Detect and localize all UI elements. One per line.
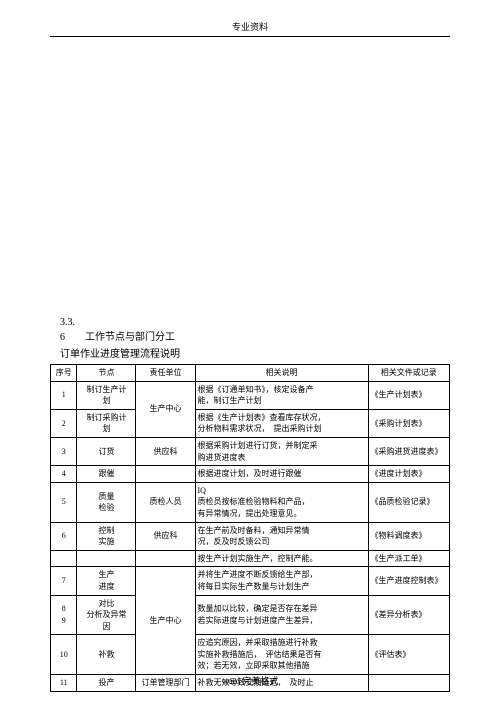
cell: 《评估表》 — [368, 635, 449, 675]
cell: 制订采购计划 — [77, 409, 136, 437]
table-row: 10补救 应追究原因，并采取措施进行补救实施补救措施后， 评估结果是否有效；若无效… — [51, 635, 450, 675]
cell: 6 — [51, 522, 77, 550]
cell: 《品质检验记录》 — [368, 482, 449, 522]
col-node: 节点 — [77, 365, 136, 382]
cell: 《物料调度表》 — [368, 522, 449, 550]
cell: 《生产计划表》 — [368, 381, 449, 409]
col-desc: 相关说明 — [195, 365, 368, 382]
cell: 并将生产进度不断反馈给生产部，将每日实际生产数量与计划生产 — [195, 567, 368, 595]
cell: 《差异分析表》 — [368, 595, 449, 635]
page-header: 专业资料 — [50, 20, 450, 37]
table-row: 5质量检验质检人员IQ质检员按标准检验物料和产品，有异常情况，提出处理意见。《品… — [51, 482, 450, 522]
cell: 《采购计划表》 — [368, 409, 449, 437]
table-row: 2制订采购计划 根据《生产计划表》查看库存状况，分析物料需求状况， 提出采购计划《… — [51, 409, 450, 437]
cell: 生产进度 — [77, 567, 136, 595]
cell: 应追究原因，并采取措施进行补救实施补救措施后， 评估结果是否有效；若无效，立即采… — [195, 635, 368, 675]
table-header-row: 序号 节点 责任单位 相关说明 相关文件或记录 — [51, 365, 450, 382]
cell: 3 — [51, 437, 77, 465]
cell: 补救 — [77, 635, 136, 675]
cell: 根据采购计划进行订货，并制定采购进货进度表 — [195, 437, 368, 465]
section-number-title: 6 工作节点与部门分工 — [60, 328, 450, 343]
workflow-table: 序号 节点 责任单位 相关说明 相关文件或记录 1制订生产计划生产中心根据《订通… — [50, 364, 450, 692]
cell — [51, 550, 77, 567]
cell: 10 — [51, 635, 77, 675]
table-row: 4跟催 根据进度计划，及时进行跟催《进度计划表》 — [51, 466, 450, 483]
cell: 根据《生产计划表》查看库存状况，分析物料需求状况， 提出采购计划 — [195, 409, 368, 437]
cell: 根据进度计划，及时进行跟催 — [195, 466, 368, 483]
cell: 1 — [51, 381, 77, 409]
section-subtitle: 订单作业进度管理流程说明 — [60, 345, 450, 360]
cell: 《生产进度控制表》 — [368, 567, 449, 595]
col-seq: 序号 — [51, 365, 77, 382]
cell: 4 — [51, 466, 77, 483]
cell: 数量加以比较，确定是否存在差异若实际进度与计划进度产生差异， — [195, 595, 368, 635]
table-row: 6控制实施供应科在生产前及时备料，通知异常情况，反及时反馈公司《物料调度表》 — [51, 522, 450, 550]
cell: 7 — [51, 567, 77, 595]
col-dept: 责任单位 — [136, 365, 195, 382]
section-number-line1: 3.3. — [60, 317, 450, 328]
cell — [136, 550, 195, 567]
cell: 根据《订通单知书》，核定设备产能，制订生产计划 — [195, 381, 368, 409]
table-row: 7生产进度生产中心并将生产进度不断反馈给生产部，将每日实际生产数量与计划生产《生… — [51, 567, 450, 595]
cell: 按生产计划实施生产，控制产能。 — [195, 550, 368, 567]
page-footer: word 完美格式 — [0, 674, 500, 687]
cell: 供应科 — [136, 522, 195, 550]
cell: 《进度计划表》 — [368, 466, 449, 483]
cell: 对比分析及异常因 — [77, 595, 136, 635]
cell: 供应科 — [136, 437, 195, 465]
cell: 订货 — [77, 437, 136, 465]
cell: 质检人员 — [136, 482, 195, 522]
cell: 2 — [51, 409, 77, 437]
table-row: 1制订生产计划生产中心根据《订通单知书》，核定设备产能，制订生产计划《生产计划表… — [51, 381, 450, 409]
cell: 质量检验 — [77, 482, 136, 522]
table-row: 89对比分析及异常因 数量加以比较，确定是否存在差异若实际进度与计划进度产生差异，… — [51, 595, 450, 635]
cell: 生产中心 — [136, 381, 195, 437]
main-content: 3.3. 6 工作节点与部门分工 订单作业进度管理流程说明 序号 节点 责任单位… — [50, 317, 450, 692]
table-row: 3订货供应科根据采购计划进行订货，并制定采购进货进度表《采购进货进度表》 — [51, 437, 450, 465]
cell: 制订生产计划 — [77, 381, 136, 409]
cell: 89 — [51, 595, 77, 635]
cell: 控制实施 — [77, 522, 136, 550]
table-row: 按生产计划实施生产，控制产能。《生产派工单》 — [51, 550, 450, 567]
cell: IQ质检员按标准检验物料和产品，有异常情况，提出处理意见。 — [195, 482, 368, 522]
cell: 在生产前及时备料，通知异常情况，反及时反馈公司 — [195, 522, 368, 550]
cell — [136, 466, 195, 483]
cell: 生产中心 — [136, 567, 195, 675]
cell: 跟催 — [77, 466, 136, 483]
cell: 《采购进货进度表》 — [368, 437, 449, 465]
cell — [77, 550, 136, 567]
col-doc: 相关文件或记录 — [368, 365, 449, 382]
cell: 《生产派工单》 — [368, 550, 449, 567]
cell: 5 — [51, 482, 77, 522]
